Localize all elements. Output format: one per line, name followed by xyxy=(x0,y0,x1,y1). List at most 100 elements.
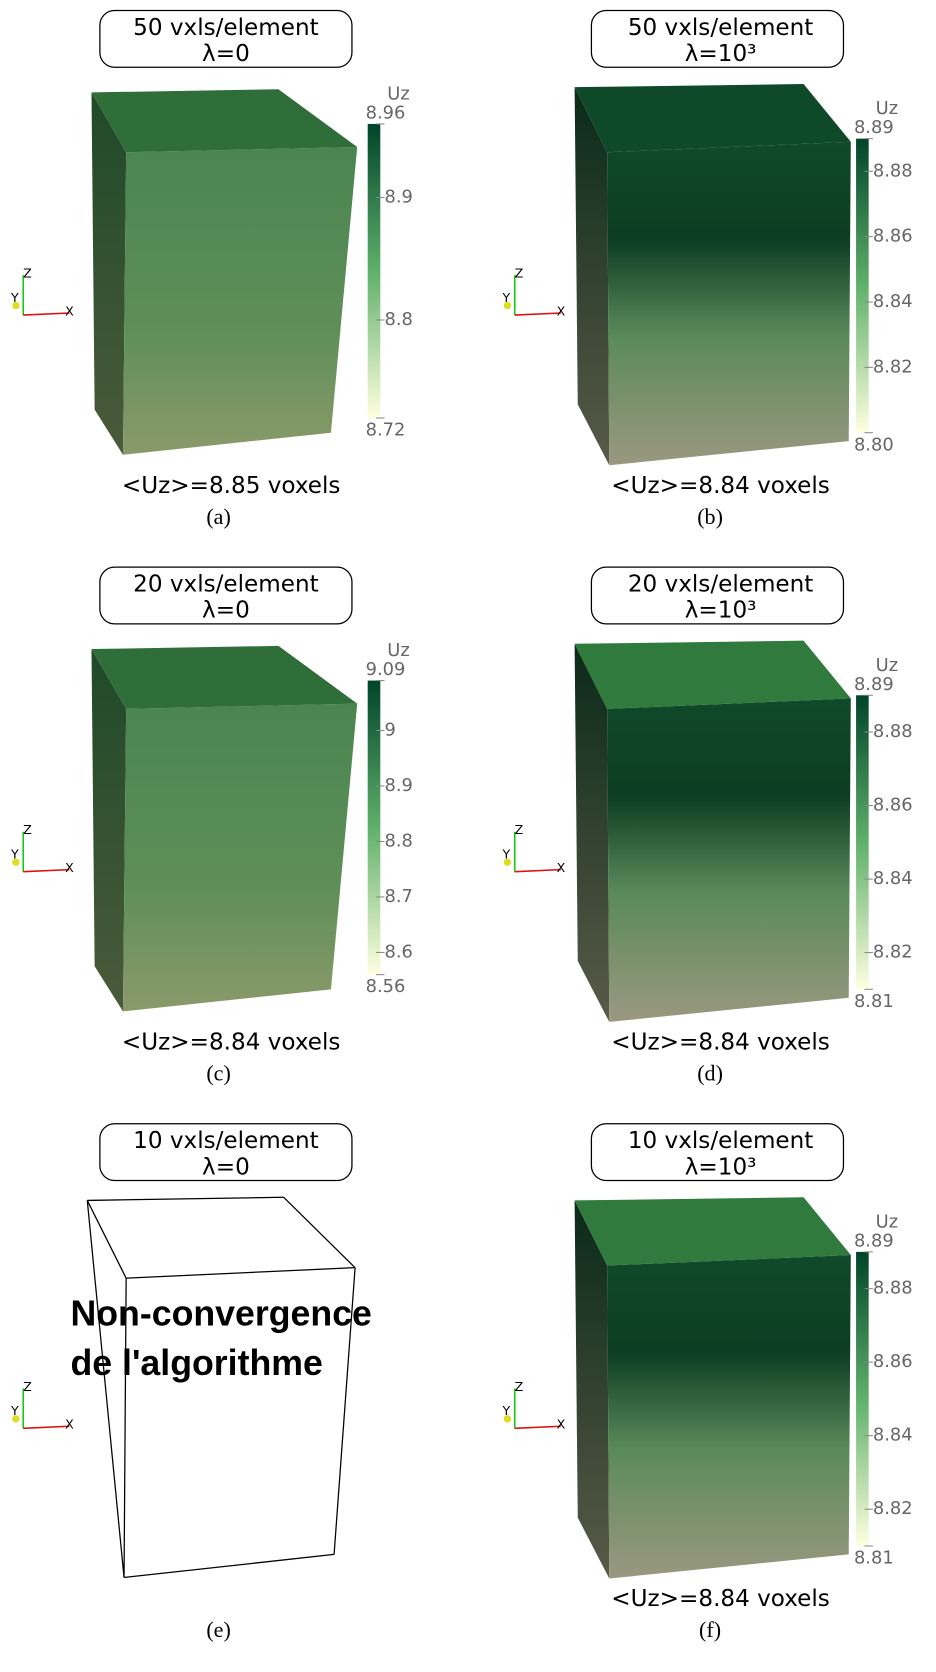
triad-label: Z xyxy=(515,266,524,281)
colorbar xyxy=(367,680,381,975)
colorbar xyxy=(856,138,869,433)
colorbar-tick-label: 8.8 xyxy=(385,830,413,851)
triad-label: Z xyxy=(23,822,32,837)
title-box xyxy=(590,9,845,68)
triad-label: Y xyxy=(10,846,19,861)
cube-edge xyxy=(87,1196,284,1202)
title-line: λ=0 xyxy=(202,1154,250,1180)
caption: (e) xyxy=(206,1617,230,1642)
cube-front xyxy=(122,703,358,1012)
colorbar xyxy=(856,1251,869,1546)
colorbar-tick-label: 8.81 xyxy=(854,991,894,1012)
colorbar-tick-label: 8.88 xyxy=(873,1278,913,1299)
triad-label: X xyxy=(65,1417,74,1432)
mean-value: <Uz>=8.84 voxels xyxy=(122,1029,341,1055)
triad-y xyxy=(12,301,20,310)
title-line: 50 vxls/element xyxy=(628,15,814,41)
triad-x xyxy=(23,312,70,316)
triad-label: Y xyxy=(501,846,510,861)
title-line: 50 vxls/element xyxy=(133,15,319,41)
colorbar-tick-label: 8.89 xyxy=(854,117,894,138)
message: de l'algorithme xyxy=(70,1343,322,1383)
triad-label: X xyxy=(557,1417,566,1432)
colorbar-tick-label: 8.8 xyxy=(385,309,413,330)
triad-label: Z xyxy=(23,1379,32,1394)
triad-y xyxy=(12,858,20,866)
cube-front xyxy=(607,1255,851,1579)
title-line: λ=0 xyxy=(202,41,250,67)
cube-front xyxy=(607,141,851,466)
triad-x xyxy=(23,1425,70,1430)
colorbar-tick-label: 8.9 xyxy=(385,775,413,796)
colorbar-tick-label: 8.7 xyxy=(385,886,413,907)
triad-label: X xyxy=(557,303,566,318)
mean-value: <Uz>=8.84 voxels xyxy=(611,1029,830,1055)
colorbar xyxy=(856,695,869,990)
cube-front xyxy=(607,698,851,1022)
triad-y xyxy=(503,1415,512,1423)
colorbar-tick-label: 8.72 xyxy=(366,420,406,441)
triad-label: Z xyxy=(515,822,524,837)
mean-value: <Uz>=8.85 voxels xyxy=(122,473,341,499)
cube-side xyxy=(91,92,127,455)
cube-edge xyxy=(86,1200,125,1578)
title-line: 10 vxls/element xyxy=(628,1128,814,1154)
colorbar-tick-label: 8.6 xyxy=(385,941,413,962)
triad-label: Y xyxy=(501,1403,510,1418)
colorbar-tick-label: 8.82 xyxy=(873,356,913,377)
colorbar-tick-label: 8.82 xyxy=(873,1498,913,1519)
triad-y xyxy=(12,1415,20,1423)
triad-x xyxy=(514,868,561,873)
title-line: 20 vxls/element xyxy=(628,571,814,597)
mean-value: <Uz>=8.84 voxels xyxy=(611,1586,830,1612)
colorbar-tick-label: 8.89 xyxy=(854,1230,894,1251)
title-box xyxy=(99,9,353,68)
colorbar-tick-label: 8.86 xyxy=(873,795,913,816)
cube-edge xyxy=(283,1196,356,1269)
cube-top xyxy=(574,84,851,153)
colorbar-tick-label: 8.86 xyxy=(873,1351,913,1372)
triad-label: Y xyxy=(10,1403,19,1418)
colorbar-tick-label: 8.84 xyxy=(873,291,913,312)
title-line: 10 vxls/element xyxy=(133,1128,319,1154)
cube-side xyxy=(574,1200,610,1579)
colorbar-label: Uz xyxy=(387,640,409,661)
caption: (b) xyxy=(697,504,723,529)
cube-front xyxy=(122,147,358,455)
triad-label: Y xyxy=(10,290,19,305)
colorbar-tick-label: 9 xyxy=(385,719,396,740)
triad-y xyxy=(503,858,512,866)
caption: (c) xyxy=(206,1061,230,1086)
triad-y xyxy=(503,301,512,310)
triad-x xyxy=(514,1425,561,1430)
cube-top xyxy=(574,1197,851,1266)
colorbar-tick-label: 8.88 xyxy=(873,721,913,742)
cube-side xyxy=(574,87,610,466)
caption: (d) xyxy=(697,1061,723,1086)
title-box xyxy=(99,1123,353,1182)
cube-edge xyxy=(333,1267,356,1555)
title-line: λ=10³ xyxy=(685,598,757,624)
title-line: λ=10³ xyxy=(685,1154,757,1180)
cube-top xyxy=(91,645,358,709)
colorbar-label: Uz xyxy=(876,655,898,676)
cube-edge xyxy=(86,1200,127,1279)
colorbar-tick-label: 8.56 xyxy=(366,976,406,997)
triad-label: X xyxy=(557,860,566,875)
colorbar-tick-label: 8.86 xyxy=(873,226,913,247)
caption: (f) xyxy=(699,1617,721,1642)
colorbar-tick-label: 8.81 xyxy=(854,1548,894,1569)
mean-value: <Uz>=8.84 voxels xyxy=(611,473,830,499)
cube-edge xyxy=(123,1278,127,1578)
cube-side xyxy=(91,649,127,1012)
colorbar-tick-label: 9.09 xyxy=(366,659,406,680)
triad-x xyxy=(514,312,561,316)
colorbar-tick-label: 8.9 xyxy=(385,186,413,207)
title-line: 20 vxls/element xyxy=(133,571,319,597)
cube-edge xyxy=(123,1553,335,1579)
